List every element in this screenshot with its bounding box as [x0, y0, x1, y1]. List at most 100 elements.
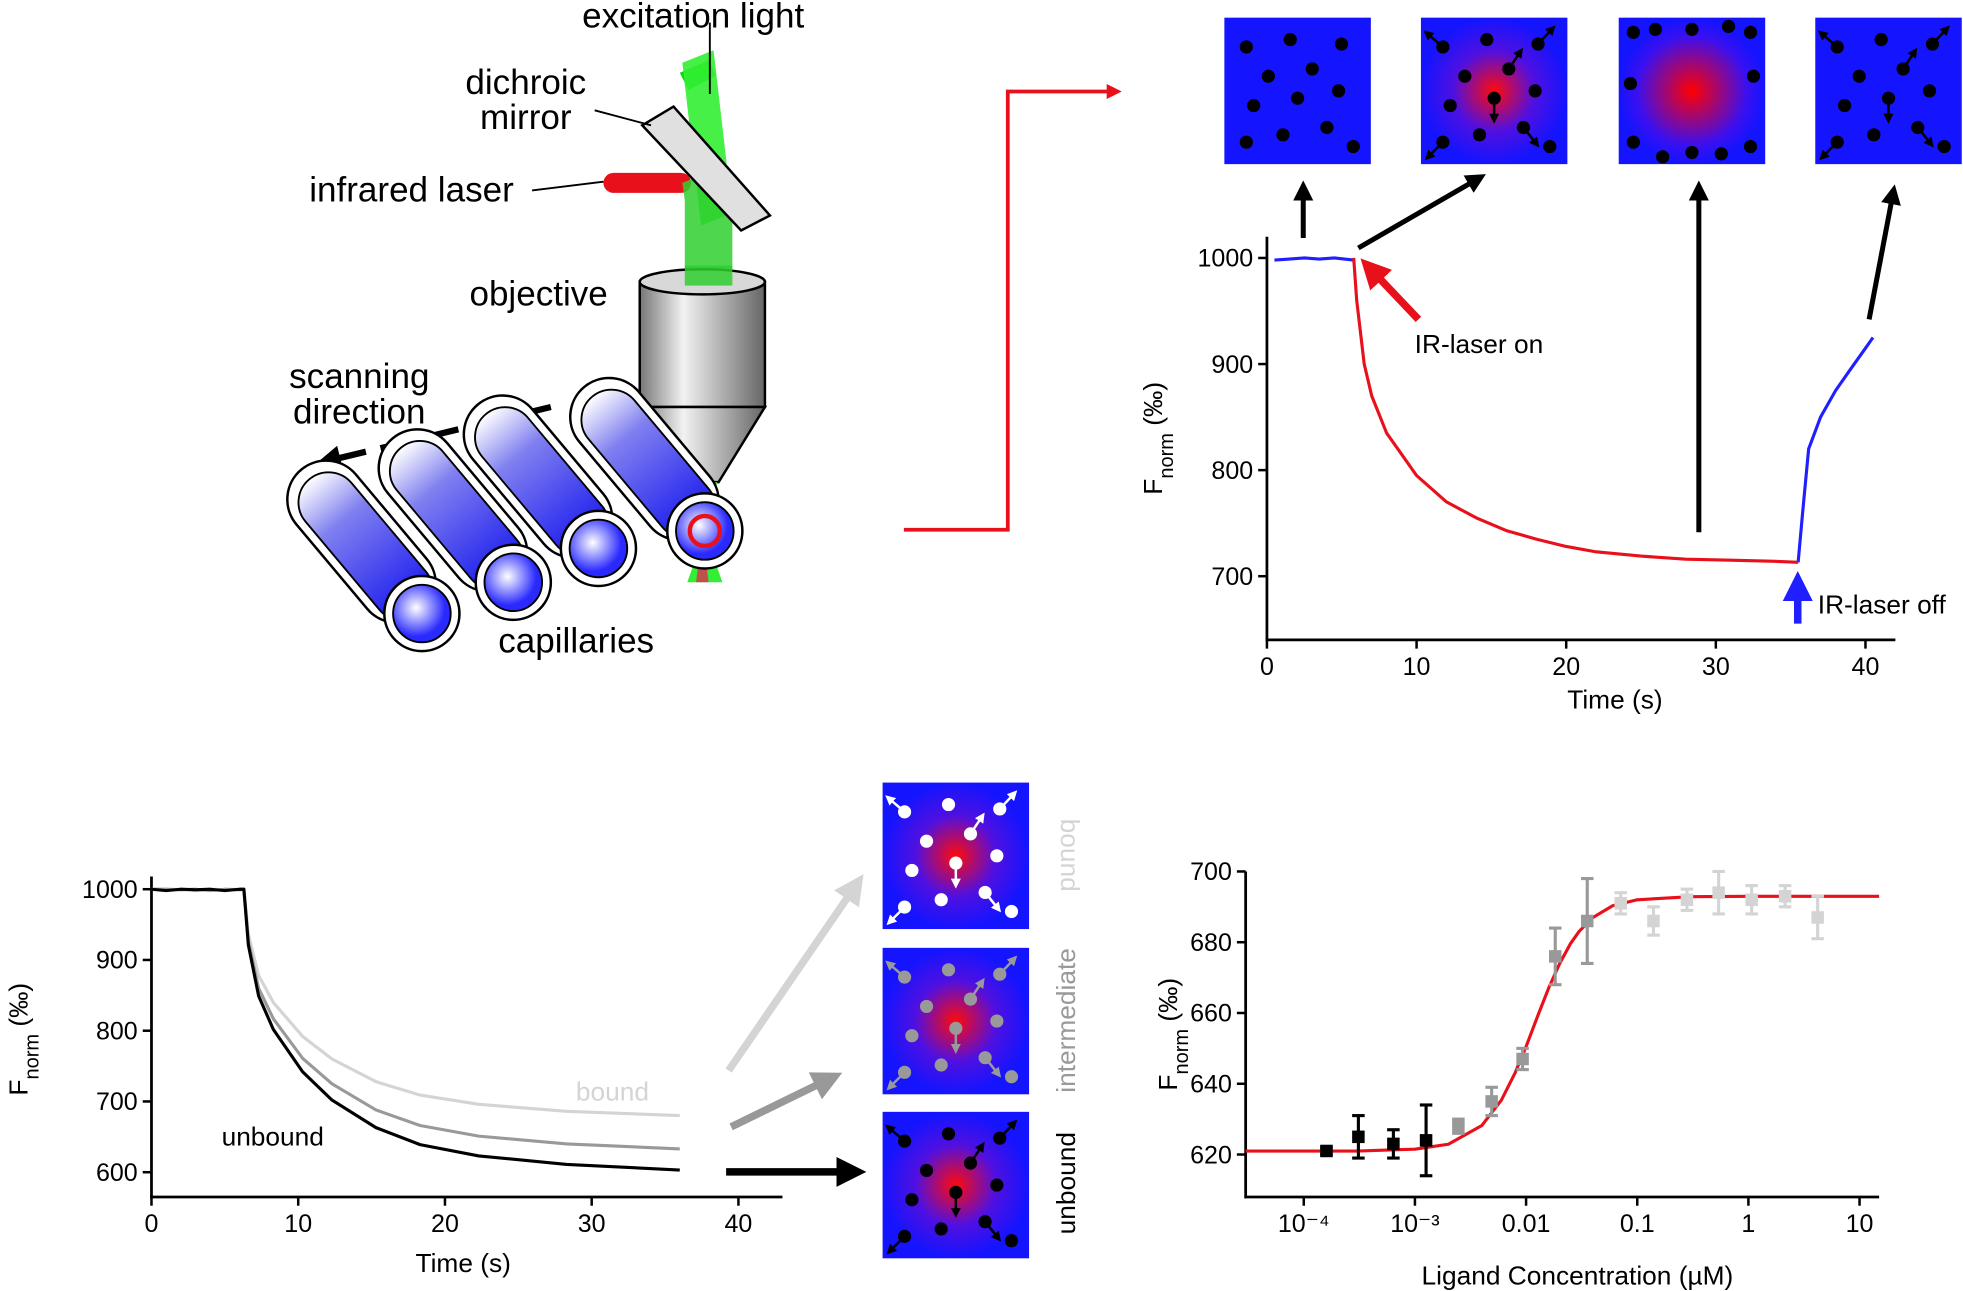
annotation: IR-laser on: [1415, 329, 1544, 359]
particle-arrow: [998, 955, 1018, 976]
particle: [1247, 98, 1261, 113]
particle: [941, 963, 956, 977]
capillary-end-fluid: [675, 501, 735, 561]
capillary-end-fluid: [483, 552, 544, 613]
dichroic-mirror: [640, 104, 772, 233]
capillaries: [286, 376, 744, 653]
y-tick-label: 700: [1211, 563, 1253, 591]
particle-arrow: [998, 790, 1018, 810]
particle: [1346, 139, 1360, 154]
point: [1452, 1119, 1465, 1133]
label: capillaries: [498, 621, 654, 660]
particle-arrow: [984, 891, 1002, 913]
y-tick-label: 640: [1190, 1071, 1232, 1099]
series-label: unbound: [222, 1122, 324, 1152]
x-axis-label: Time (s): [416, 1248, 511, 1278]
y-label-main: F: [4, 1080, 34, 1096]
point: [1387, 1137, 1400, 1151]
particle-arrow: [998, 1119, 1018, 1140]
focus-ring: [687, 513, 723, 549]
particle: [941, 1127, 956, 1141]
y-label-sub: norm: [1171, 1029, 1193, 1075]
particle: [1480, 33, 1494, 47]
y-tick-label: 800: [1211, 457, 1253, 485]
particle-arrow: [1817, 30, 1839, 48]
y-tick-label: 620: [1190, 1141, 1232, 1169]
particle: [1626, 135, 1640, 149]
x-tick-label: 0.01: [1502, 1210, 1551, 1238]
point: [1516, 1052, 1529, 1066]
particle: [1334, 37, 1349, 51]
particle: [1937, 139, 1951, 154]
x-tick-label: 1: [1741, 1210, 1755, 1238]
particle-arrow: [984, 1056, 1002, 1078]
label: direction: [293, 392, 425, 431]
y-axis-label: Fnorm (‰): [4, 983, 44, 1096]
scanning-arrow: [315, 403, 552, 471]
pointer-arrow: [1357, 174, 1486, 251]
particle: [1443, 98, 1457, 113]
particle: [1852, 69, 1866, 83]
y-tick-label: 1000: [1198, 245, 1254, 273]
particle-arrow: [1931, 25, 1950, 45]
beam-into-objective: [684, 265, 733, 286]
leader-line: [531, 180, 604, 192]
particle-arrow: [1507, 47, 1523, 70]
label: infrared laser: [309, 171, 514, 210]
x-axis-label: Ligand Concentration (µM): [1422, 1261, 1734, 1291]
panel-label: bound: [1055, 819, 1085, 892]
x-tick-label: 0.1: [1620, 1210, 1655, 1238]
particle: [1332, 84, 1346, 98]
particle: [1528, 84, 1542, 98]
particle: [919, 1163, 934, 1178]
x-tick-label: 10: [284, 1210, 312, 1238]
y-tick-label: 800: [96, 1017, 138, 1045]
annotation: IR-laser off: [1818, 590, 1947, 620]
particle: [1239, 135, 1253, 149]
particle-arrow: [969, 812, 985, 835]
particle: [1458, 69, 1472, 83]
particle-arrow: [1819, 141, 1839, 161]
particle-arrow: [969, 977, 985, 1000]
particle: [1714, 147, 1728, 161]
connector-arrow: [903, 84, 1122, 532]
x-axis-label: Time (s): [1567, 685, 1662, 715]
particle: [1004, 904, 1019, 919]
panel-label: unbound: [1051, 1132, 1081, 1234]
point: [1614, 897, 1627, 910]
particle: [1239, 40, 1253, 54]
particle: [934, 893, 948, 907]
laser-on-arrow: [1360, 258, 1422, 322]
x-tick-label: 20: [1552, 653, 1580, 681]
y-label-sub: norm: [22, 1034, 44, 1080]
particle: [1291, 91, 1305, 105]
particle: [1648, 22, 1662, 36]
y-tick-label: 700: [1190, 858, 1232, 886]
particle: [1320, 120, 1334, 135]
x-tick-label: 40: [725, 1210, 753, 1238]
particle-arrow: [885, 795, 906, 813]
objective-body: [638, 280, 767, 409]
particle: [1276, 128, 1290, 142]
y-label-main: F: [1153, 1075, 1183, 1091]
particle-arrow: [1424, 141, 1444, 161]
point: [1811, 911, 1824, 924]
leader-line: [594, 109, 652, 127]
y-tick-label: 660: [1190, 1000, 1232, 1028]
particle: [949, 1185, 963, 1199]
line-series: [1352, 257, 1799, 564]
particle: [1721, 19, 1736, 34]
line-series: [151, 887, 680, 1172]
particle: [1874, 33, 1888, 47]
particle-arrow: [1423, 30, 1444, 48]
particle: [919, 999, 934, 1014]
label: dichroic: [465, 63, 586, 102]
y-label-sub: norm: [1156, 433, 1178, 479]
particle: [990, 1014, 1004, 1028]
x-tick-label: 0: [1260, 653, 1274, 681]
line-series: [151, 887, 680, 1151]
panel: [1618, 17, 1766, 165]
y-tick-label: 900: [96, 947, 138, 975]
x-tick-label: 10⁻⁴: [1278, 1210, 1330, 1238]
point: [1680, 893, 1694, 907]
